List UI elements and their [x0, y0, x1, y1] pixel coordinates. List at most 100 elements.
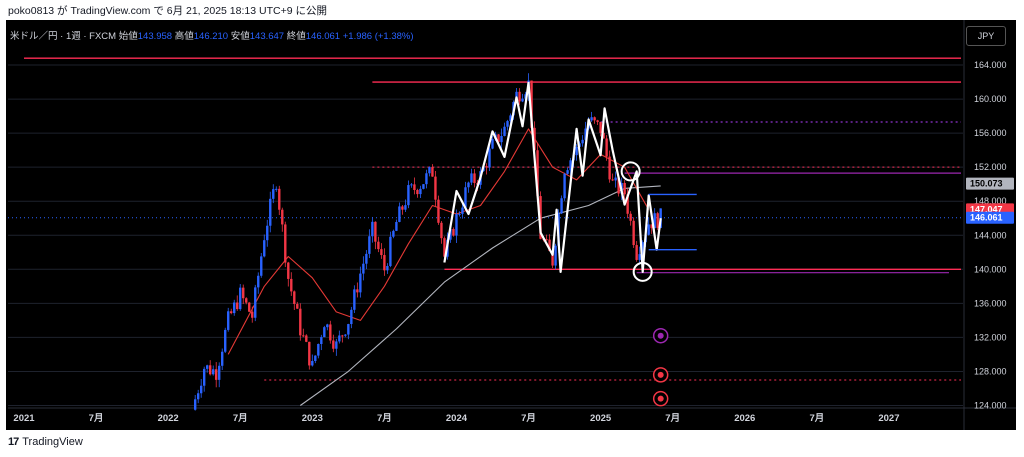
- candle-body: [202, 368, 206, 386]
- candle-body: [467, 182, 470, 188]
- candle-body: [251, 311, 254, 318]
- candle-body: [536, 150, 539, 197]
- candle-body: [551, 251, 554, 266]
- candle-body: [389, 236, 392, 266]
- candle-body: [338, 335, 341, 342]
- candle-body: [239, 287, 242, 310]
- x-tick-label: 2021: [13, 413, 35, 424]
- candle-body: [281, 209, 284, 225]
- candle-body: [575, 146, 578, 156]
- pivot-circle-marker: [632, 261, 653, 282]
- high-value: 146.210: [193, 31, 229, 42]
- candle-body: [332, 340, 335, 349]
- x-tick-label: 7月: [377, 413, 392, 424]
- candle-body: [593, 117, 596, 121]
- candle-body: [470, 173, 473, 183]
- candle-body: [248, 302, 251, 312]
- tradingview-brand[interactable]: 17 TradingView: [8, 436, 83, 448]
- candle-body: [590, 117, 593, 121]
- y-tick-label: 136.000: [974, 298, 1007, 308]
- low-label: 安値: [230, 31, 250, 42]
- record-icon-dot: [657, 395, 664, 402]
- candle-body: [386, 265, 389, 271]
- candle-body: [605, 138, 608, 157]
- candle-body: [371, 221, 374, 237]
- candle-body: [629, 213, 632, 221]
- price-tag-label: 150.073: [970, 179, 1003, 189]
- candle-body: [488, 148, 491, 168]
- candle-body: [230, 311, 233, 314]
- currency-button[interactable]: JPY: [966, 26, 1006, 46]
- candle-body: [641, 242, 644, 255]
- candle-body: [199, 385, 203, 394]
- candle-body: [653, 213, 656, 229]
- candle-body: [632, 220, 635, 246]
- candle-body: [221, 351, 224, 366]
- candle-body: [266, 225, 269, 241]
- candle-body: [599, 121, 602, 133]
- price-tag: [966, 177, 1014, 190]
- candle-body: [518, 91, 521, 102]
- candle-body: [311, 360, 314, 366]
- candle-body: [344, 334, 347, 336]
- symbol-title[interactable]: 米ドル／円 · 1週 · FXCM: [10, 31, 117, 42]
- lightning-icon-dot: [657, 332, 664, 339]
- chart-frame[interactable]: [6, 20, 1016, 430]
- candle-body: [596, 120, 599, 122]
- x-tick-label: 7月: [809, 413, 824, 424]
- x-tick-label: 7月: [89, 413, 104, 424]
- candle-body: [335, 341, 338, 349]
- candle-body: [497, 134, 500, 143]
- candle-body: [212, 369, 215, 375]
- y-tick-label: 164.000: [974, 60, 1007, 70]
- candle-body: [566, 170, 569, 174]
- price-tag-label: 146.061: [970, 213, 1003, 223]
- zigzag-pattern-line: [443, 81, 662, 273]
- candle-body: [437, 199, 440, 223]
- candle-body: [455, 214, 458, 236]
- candle-body: [461, 207, 464, 214]
- candle-body: [377, 241, 380, 250]
- candle-body: [368, 236, 371, 254]
- symbol-legend: 米ドル／円 · 1週 · FXCM 始値143.958 高値146.210 安値…: [10, 28, 414, 42]
- candle-body: [404, 205, 407, 210]
- candle-body: [659, 208, 662, 228]
- candle-body: [638, 254, 641, 260]
- candle-body: [326, 324, 329, 328]
- candle-body: [581, 139, 584, 144]
- candle-body: [509, 115, 512, 122]
- candle-body: [365, 253, 368, 264]
- candle-body: [401, 206, 404, 210]
- candle-body: [208, 365, 212, 375]
- candle-body: [272, 189, 275, 199]
- candle-body: [302, 335, 305, 337]
- candle-body: [530, 80, 533, 128]
- candle-body: [341, 335, 344, 337]
- candle-body: [205, 365, 209, 369]
- candle-body: [380, 249, 383, 256]
- candle-body: [356, 289, 359, 293]
- candle-body: [533, 127, 536, 151]
- y-tick-label: 160.000: [974, 94, 1007, 104]
- fast-moving-average-line: [227, 128, 650, 355]
- candle-body: [193, 399, 197, 410]
- x-tick-label: 2023: [302, 413, 323, 424]
- candle-body: [500, 135, 503, 143]
- candle-body: [383, 255, 386, 271]
- candle-body: [464, 187, 467, 208]
- candle-body: [227, 311, 230, 330]
- candle-body: [458, 213, 461, 215]
- candle-body: [656, 213, 659, 228]
- y-tick-label: 124.000: [974, 400, 1007, 410]
- candle-body: [440, 222, 443, 239]
- candle-body: [374, 221, 377, 242]
- candle-body: [236, 302, 239, 310]
- price-tag-label: 147.047: [970, 204, 1003, 214]
- candle-body: [218, 365, 221, 380]
- candle-body: [269, 198, 272, 226]
- y-tick-label: 128.000: [974, 366, 1007, 376]
- candle-body: [260, 256, 263, 276]
- close-label: 終値: [286, 31, 306, 42]
- candle-body: [350, 309, 353, 325]
